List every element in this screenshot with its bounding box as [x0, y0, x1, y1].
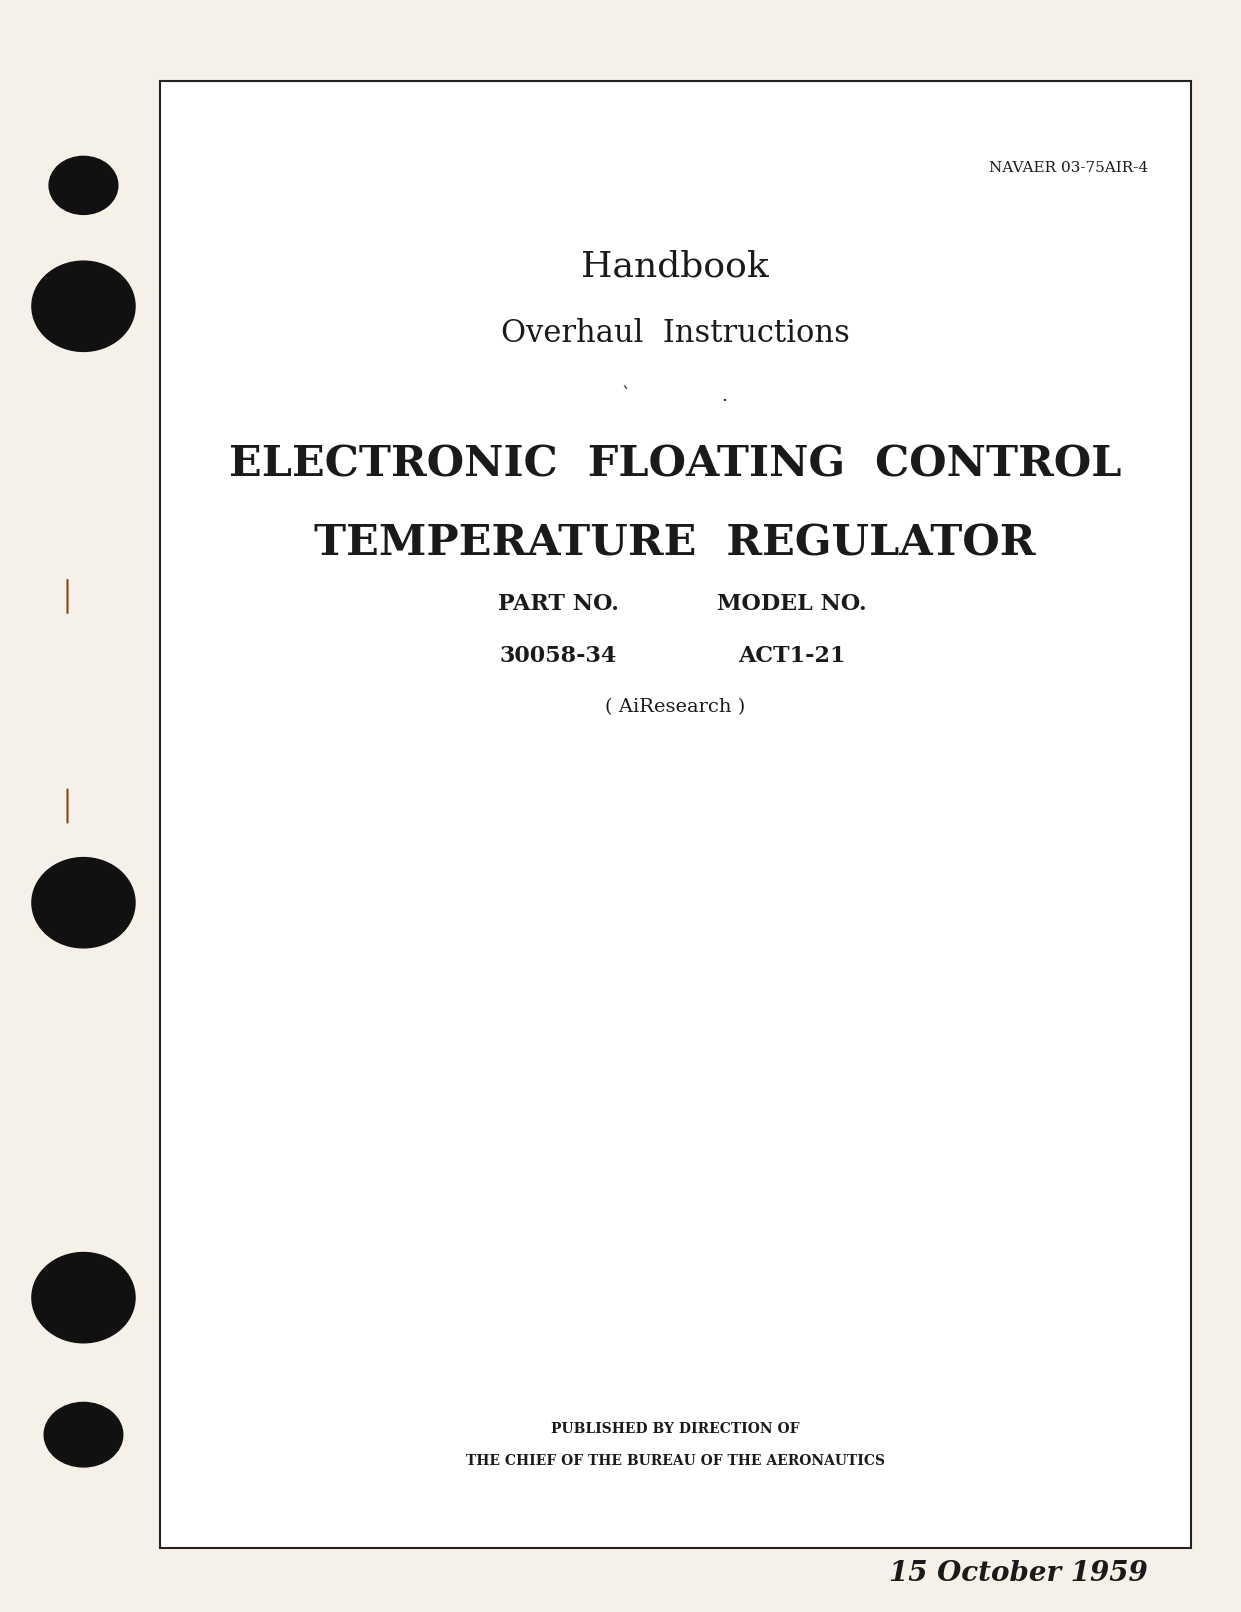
Text: Overhaul  Instructions: Overhaul Instructions [500, 318, 850, 348]
Text: PUBLISHED BY DIRECTION OF: PUBLISHED BY DIRECTION OF [551, 1422, 799, 1436]
Text: ˋ: ˋ [622, 387, 630, 405]
Text: MODEL NO.: MODEL NO. [717, 593, 866, 616]
Text: NAVAER 03-75AIR-4: NAVAER 03-75AIR-4 [989, 161, 1148, 176]
Text: PART NO.: PART NO. [498, 593, 619, 616]
Text: Handbook: Handbook [581, 250, 769, 284]
Ellipse shape [50, 156, 118, 214]
Text: ELECTRONIC  FLOATING  CONTROL: ELECTRONIC FLOATING CONTROL [228, 443, 1122, 485]
Text: 30058-34: 30058-34 [500, 645, 617, 667]
Text: .: . [721, 387, 727, 405]
Ellipse shape [32, 261, 135, 351]
Ellipse shape [32, 858, 135, 948]
Text: ACT1-21: ACT1-21 [738, 645, 845, 667]
Text: TEMPERATURE  REGULATOR: TEMPERATURE REGULATOR [314, 522, 1036, 564]
Ellipse shape [32, 1253, 135, 1343]
Text: 15 October 1959: 15 October 1959 [889, 1560, 1148, 1588]
Bar [160, 81, 1190, 1548]
Ellipse shape [45, 1402, 123, 1467]
Text: ( AiResearch ): ( AiResearch ) [606, 698, 746, 716]
Text: THE CHIEF OF THE BUREAU OF THE AERONAUTICS: THE CHIEF OF THE BUREAU OF THE AERONAUTI… [465, 1454, 885, 1469]
